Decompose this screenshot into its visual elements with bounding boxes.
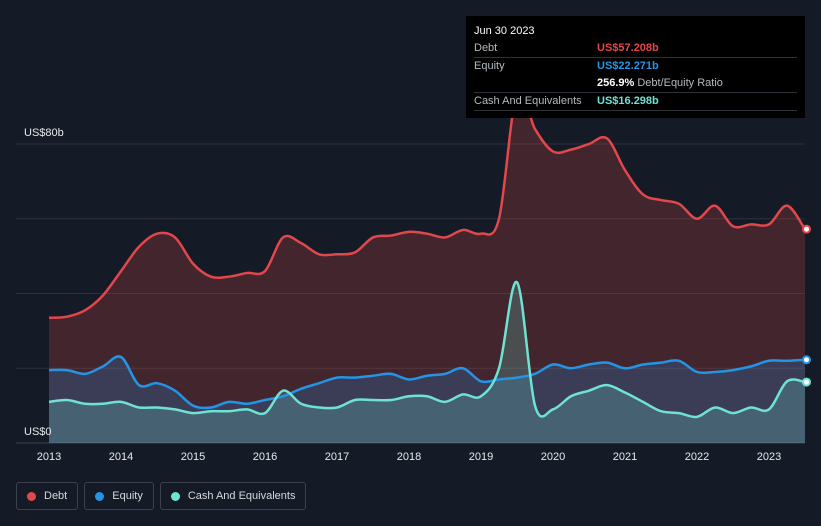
x-tick-label: 2017 — [325, 451, 349, 463]
tooltip-label: Cash And Equivalents — [474, 95, 582, 107]
cash-area — [49, 281, 805, 443]
legend-label: Debt — [44, 490, 68, 502]
x-tick-label: 2022 — [685, 451, 709, 463]
x-tick-label: 2014 — [109, 451, 133, 463]
x-tick-label: 2015 — [181, 451, 205, 463]
x-tick-label: 2013 — [37, 451, 61, 463]
x-axis-ticks: 2013 2014 2015 2016 2017 2018 2019 2020 2021 2022… — [37, 451, 781, 463]
tooltip-value: 256.9% — [597, 77, 635, 89]
chart-areas — [49, 88, 805, 444]
data-tooltip: Jun 30 2023 Debt US$57.208b Equity US$22… — [466, 16, 805, 118]
legend-dot-icon — [27, 491, 36, 501]
tooltip-row-ratio: 256.9% Debt/Equity Ratio — [474, 75, 797, 93]
x-tick-label: 2019 — [469, 451, 493, 463]
tooltip-label: Debt — [474, 42, 498, 54]
x-tick-label: 2023 — [757, 451, 781, 463]
tooltip-row-debt: Debt US$57.208b — [474, 40, 797, 58]
equity-area — [49, 356, 805, 443]
tooltip-value: US$16.298b — [597, 95, 659, 107]
x-tick-label: 2021 — [613, 451, 637, 463]
tooltip-ratio-suffix: Debt/Equity Ratio — [637, 77, 723, 89]
debt-line — [48, 87, 807, 320]
x-tick-label: 2018 — [397, 451, 421, 463]
tooltip-value: US$22.271b — [597, 60, 659, 72]
equity-end-marker — [802, 355, 811, 365]
chart-lines — [48, 87, 807, 419]
y-axis-top-label: US$80b — [24, 127, 64, 139]
cash-line — [48, 281, 806, 419]
legend-item-equity[interactable]: Equity — [84, 482, 154, 510]
legend-label: Equity — [112, 490, 143, 502]
debt-end-marker — [802, 224, 811, 234]
tooltip-row-equity: Equity US$22.271b — [474, 58, 797, 75]
legend-dot-icon — [170, 491, 180, 501]
tooltip-date: Jun 30 2023 — [474, 25, 535, 37]
y-axis-bottom-label: US$0 — [24, 426, 52, 438]
legend-label: Cash And Equivalents — [187, 490, 296, 502]
tooltip-label — [474, 75, 597, 92]
chart-end-markers — [802, 224, 811, 387]
legend-dot-icon — [95, 491, 105, 501]
tooltip-label: Equity — [474, 60, 505, 72]
equity-line — [48, 355, 806, 410]
x-tick-label: 2016 — [253, 451, 277, 463]
legend-item-cash[interactable]: Cash And Equivalents — [159, 482, 307, 510]
debt-area — [49, 88, 805, 444]
chart-legend: Debt Equity Cash And Equivalents — [16, 482, 307, 510]
tooltip-value: US$57.208b — [597, 42, 659, 54]
cash-end-marker — [802, 377, 811, 387]
chart-grid — [16, 143, 805, 444]
tooltip-row-cash: Cash And Equivalents US$16.298b — [474, 93, 797, 111]
x-tick-label: 2020 — [541, 451, 565, 463]
legend-item-debt[interactable]: Debt — [16, 482, 79, 510]
